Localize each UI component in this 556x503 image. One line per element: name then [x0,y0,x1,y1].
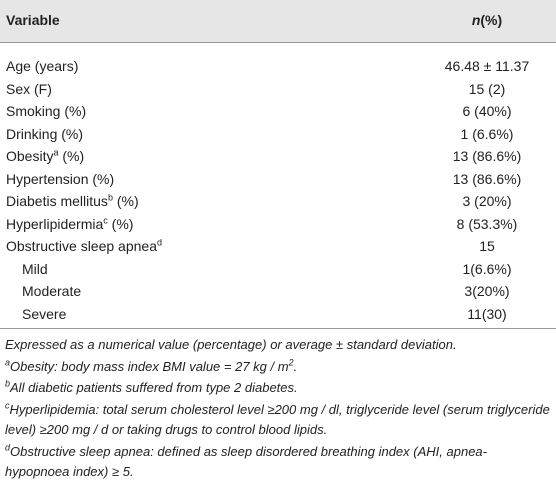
footnote-mark: a [5,357,11,368]
footnotes: Expressed as a numerical value (percenta… [5,335,550,484]
row-label: Diabetis mellitusb (%) [6,190,139,212]
row-value: 3 (20%) [462,193,512,209]
label-text: Smoking (%) [6,103,87,119]
row-label: Obstructive sleep apnead [6,235,162,257]
header-variable: Variable [6,12,60,28]
row-label: Hypertension (%) [6,168,114,190]
label-text: Obstructive sleep apnea [6,238,157,254]
footnote-end: . [293,358,298,374]
footnote-mark: d [5,442,11,453]
footnote-mark: b [5,378,11,389]
label-text: Age (years) [6,58,79,74]
header-pct: (%) [480,12,503,28]
row-label: Hyperlipidermiac (%) [6,213,133,235]
row-label: Smoking (%) [6,100,86,122]
row-label: Drinking (%) [6,123,83,145]
label-sup: c [103,214,108,225]
footnote: Expressed as a numerical value (percenta… [5,335,550,356]
footnote: bAll diabetic patients suffered from typ… [5,378,550,399]
label-suffix: (%) [58,148,85,164]
footnote: aObesity: body mass index BMI value = 27… [5,357,550,378]
label-text: Drinking (%) [6,125,84,142]
label-sup: d [156,237,162,248]
label-text: Obesity [6,148,54,164]
header-n: n [471,12,481,28]
bottom-rule [0,328,556,329]
footnote-text: Obesity: body mass index BMI value = 27 … [10,358,289,374]
header-value: n(%) [407,9,556,31]
row-value: 3(20%) [464,283,510,299]
row-value: 15 [479,238,495,254]
label-text: Sex (F) [6,80,52,97]
row-value: 13 (86.6%) [452,148,522,164]
label-text: Hyperlipidermia [6,215,104,232]
footnote-text: Expressed as a numerical value (percenta… [5,337,457,352]
footnote: dObstructive sleep apnea: defined as sle… [5,442,550,483]
label-suffix: (%) [107,215,134,232]
row-value: 1(6.6%) [462,260,512,277]
row-value: 11(30) [467,305,507,322]
footnote: cHyperlipidemia: total serum cholesterol… [5,400,550,441]
label-text: Hypertension (%) [6,170,115,187]
row-label: Severe [22,303,66,325]
row-label: Sex (F) [6,78,52,100]
row-value: 13 (86.6%) [452,170,522,187]
row-value: 46.48 ± 11.37 [444,58,530,74]
label-suffix: (%) [112,193,139,209]
label-text: Mild [22,260,48,277]
footnote-text: All diabetic patients suffered from type… [10,380,298,395]
row-label: Age (years) [6,55,78,77]
footnote-text: Obstructive sleep apnea: defined as slee… [5,443,487,480]
footnote-sup: 2 [288,357,294,368]
row-label: Obesitya (%) [6,145,84,167]
label-text: Diabetis mellitus [6,193,108,209]
row-value: 1 (6.6%) [460,125,514,142]
label-sup: b [107,192,113,203]
footnote-text: Hyperlipidemia: total serum cholesterol … [5,401,550,438]
label-sup: a [53,147,59,158]
label-text: Moderate [22,283,82,299]
row-label: Mild [22,258,48,280]
header-band [0,0,556,43]
row-value: 15 (2) [468,80,506,97]
label-text: Severe [22,305,67,322]
row-value: 8 (53.3%) [456,215,518,232]
row-label: Moderate [22,280,81,302]
footnote-mark: c [5,400,10,411]
row-value: 6 (40%) [462,103,512,119]
